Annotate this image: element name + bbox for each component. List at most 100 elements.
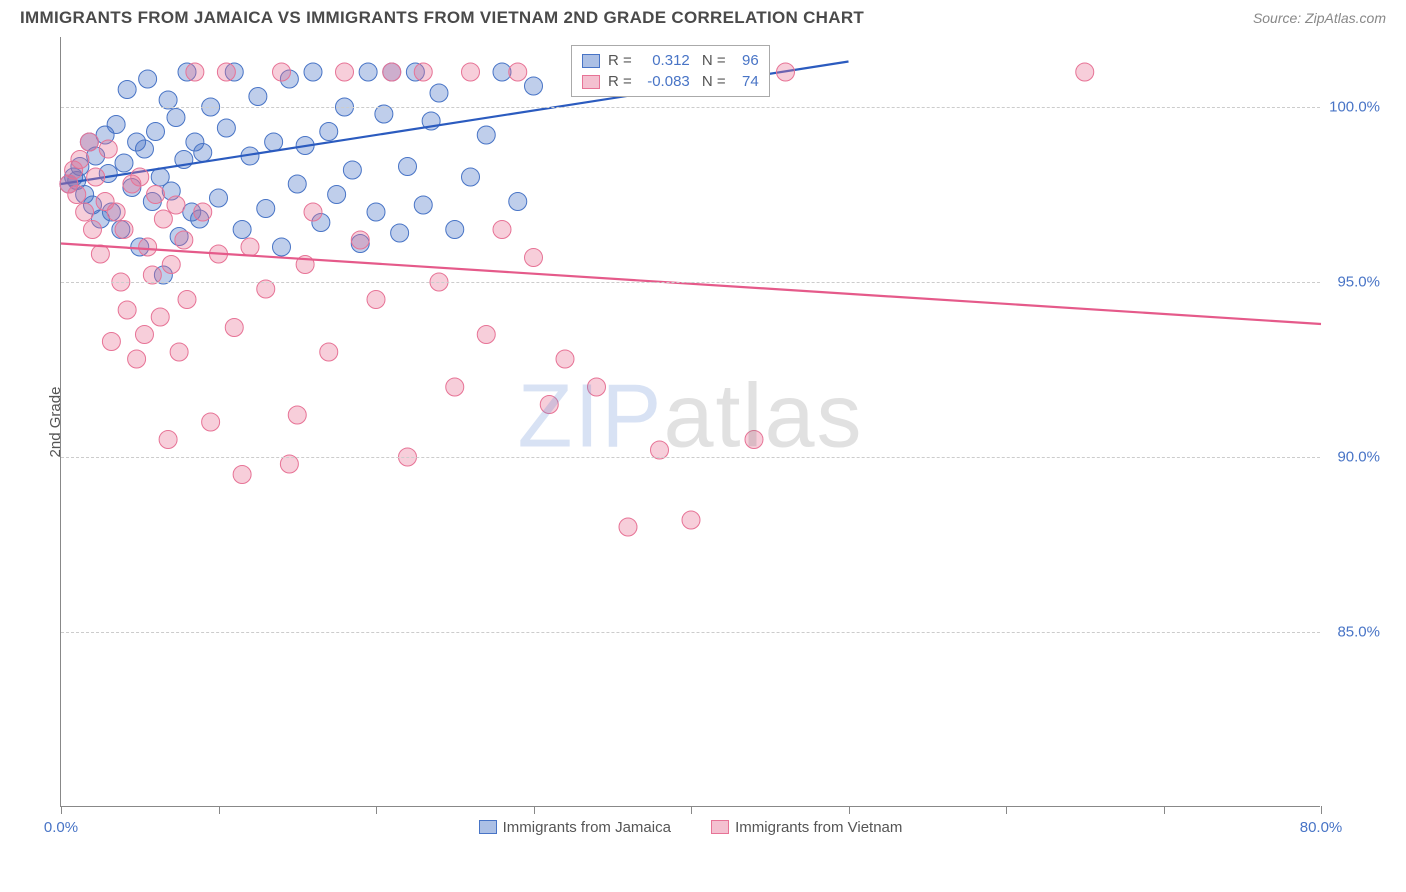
ytick-label: 85.0% bbox=[1337, 624, 1380, 641]
chart-title: IMMIGRANTS FROM JAMAICA VS IMMIGRANTS FR… bbox=[20, 8, 864, 28]
n-value-jamaica: 96 bbox=[734, 52, 759, 69]
data-point bbox=[80, 133, 98, 151]
data-point bbox=[84, 221, 102, 239]
r-value-jamaica: 0.312 bbox=[640, 52, 690, 69]
data-point bbox=[359, 63, 377, 81]
xtick bbox=[1164, 806, 1165, 814]
xtick bbox=[691, 806, 692, 814]
trend-line bbox=[61, 244, 1321, 325]
data-point bbox=[462, 63, 480, 81]
gridline bbox=[61, 107, 1320, 108]
data-point bbox=[336, 63, 354, 81]
xtick bbox=[376, 806, 377, 814]
data-point bbox=[414, 63, 432, 81]
data-point bbox=[118, 301, 136, 319]
data-point bbox=[399, 158, 417, 176]
plot-svg bbox=[61, 37, 1320, 806]
n-value-vietnam: 74 bbox=[734, 73, 759, 90]
xtick bbox=[849, 806, 850, 814]
data-point bbox=[556, 350, 574, 368]
data-point bbox=[682, 511, 700, 529]
data-point bbox=[162, 256, 180, 274]
swatch-jamaica-icon bbox=[582, 54, 600, 68]
data-point bbox=[87, 168, 105, 186]
data-point bbox=[178, 291, 196, 309]
data-point bbox=[343, 161, 361, 179]
data-point bbox=[115, 154, 133, 172]
data-point bbox=[477, 326, 495, 344]
data-point bbox=[328, 186, 346, 204]
data-point bbox=[588, 378, 606, 396]
data-point bbox=[151, 308, 169, 326]
data-point bbox=[745, 431, 763, 449]
chart-header: IMMIGRANTS FROM JAMAICA VS IMMIGRANTS FR… bbox=[0, 0, 1406, 32]
r-label-2: R = bbox=[608, 73, 632, 90]
data-point bbox=[139, 238, 157, 256]
data-point bbox=[71, 151, 89, 169]
xtick bbox=[534, 806, 535, 814]
data-point bbox=[175, 231, 193, 249]
data-point bbox=[186, 63, 204, 81]
data-point bbox=[99, 140, 117, 158]
data-point bbox=[777, 63, 795, 81]
data-point bbox=[351, 231, 369, 249]
data-point bbox=[170, 343, 188, 361]
xtick-label: 0.0% bbox=[44, 819, 78, 836]
data-point bbox=[167, 109, 185, 127]
data-point bbox=[131, 168, 149, 186]
gridline bbox=[61, 457, 1320, 458]
n-label-2: N = bbox=[698, 73, 726, 90]
data-point bbox=[115, 221, 133, 239]
xtick-label: 80.0% bbox=[1300, 819, 1343, 836]
xtick bbox=[61, 806, 62, 814]
data-point bbox=[462, 168, 480, 186]
data-point bbox=[619, 518, 637, 536]
chart-source: Source: ZipAtlas.com bbox=[1253, 10, 1386, 26]
data-point bbox=[273, 238, 291, 256]
data-point bbox=[288, 406, 306, 424]
legend-item-jamaica: Immigrants from Jamaica bbox=[479, 819, 671, 836]
data-point bbox=[493, 221, 511, 239]
data-point bbox=[367, 291, 385, 309]
data-point bbox=[159, 431, 177, 449]
data-point bbox=[217, 119, 235, 137]
data-point bbox=[391, 224, 409, 242]
legend-swatch-vietnam-icon bbox=[711, 820, 729, 834]
data-point bbox=[107, 116, 125, 134]
r-label: R = bbox=[608, 52, 632, 69]
data-point bbox=[257, 200, 275, 218]
data-point bbox=[241, 238, 259, 256]
legend-row-jamaica: R = 0.312 N = 96 bbox=[582, 50, 759, 71]
legend-row-vietnam: R = -0.083 N = 74 bbox=[582, 71, 759, 92]
data-point bbox=[139, 70, 157, 88]
legend-swatch-jamaica-icon bbox=[479, 820, 497, 834]
r-value-vietnam: -0.083 bbox=[640, 73, 690, 90]
data-point bbox=[265, 133, 283, 151]
swatch-vietnam-icon bbox=[582, 75, 600, 89]
chart-container: 2nd Grade ZIPatlas R = 0.312 N = 96 R = … bbox=[60, 37, 1386, 807]
data-point bbox=[273, 63, 291, 81]
data-point bbox=[446, 221, 464, 239]
ytick-label: 100.0% bbox=[1329, 99, 1380, 116]
xtick bbox=[219, 806, 220, 814]
data-point bbox=[509, 63, 527, 81]
data-point bbox=[320, 123, 338, 141]
data-point bbox=[525, 77, 543, 95]
data-point bbox=[430, 84, 448, 102]
gridline bbox=[61, 282, 1320, 283]
data-point bbox=[509, 193, 527, 211]
legend-label-jamaica: Immigrants from Jamaica bbox=[503, 819, 671, 836]
data-point bbox=[128, 350, 146, 368]
data-point bbox=[249, 88, 267, 106]
xtick bbox=[1321, 806, 1322, 814]
ytick-label: 95.0% bbox=[1337, 274, 1380, 291]
gridline bbox=[61, 632, 1320, 633]
data-point bbox=[76, 203, 94, 221]
data-point bbox=[233, 466, 251, 484]
data-point bbox=[135, 326, 153, 344]
data-point bbox=[118, 81, 136, 99]
legend-series: Immigrants from Jamaica Immigrants from … bbox=[61, 819, 1320, 839]
plot-area: ZIPatlas R = 0.312 N = 96 R = -0.083 N =… bbox=[60, 37, 1320, 807]
data-point bbox=[225, 319, 243, 337]
data-point bbox=[91, 245, 109, 263]
